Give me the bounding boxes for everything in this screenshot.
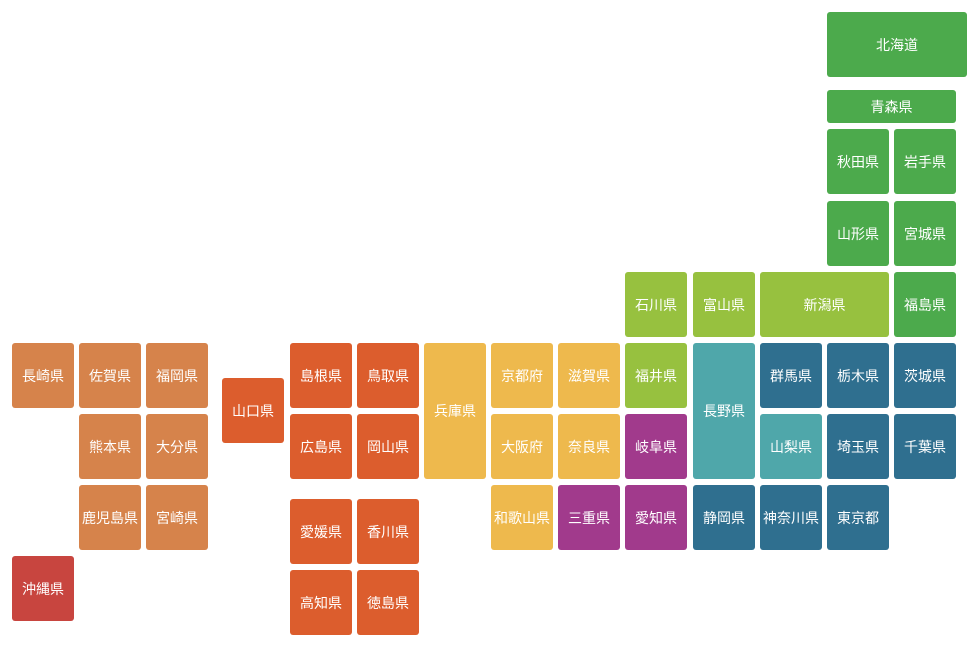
prefecture-tile: 大分県 [146,414,208,479]
prefecture-tile: 島根県 [290,343,352,408]
prefecture-tile: 愛知県 [625,485,687,550]
prefecture-tile: 岩手県 [894,129,956,194]
prefecture-tile: 福井県 [625,343,687,408]
prefecture-tile: 山口県 [222,378,284,443]
prefecture-tile: 長崎県 [12,343,74,408]
prefecture-tile: 滋賀県 [558,343,620,408]
prefecture-tile: 佐賀県 [79,343,141,408]
prefecture-tile: 宮城県 [894,201,956,266]
prefecture-tile: 秋田県 [827,129,889,194]
prefecture-tile: 徳島県 [357,570,419,635]
prefecture-tile: 広島県 [290,414,352,479]
prefecture-tile: 和歌山県 [491,485,553,550]
prefecture-tile: 栃木県 [827,343,889,408]
prefecture-tile: 神奈川県 [760,485,822,550]
prefecture-tile: 北海道 [827,12,967,77]
prefecture-tile: 石川県 [625,272,687,337]
prefecture-tile: 静岡県 [693,485,755,550]
prefecture-tile: 大阪府 [491,414,553,479]
prefecture-tile: 長野県 [693,343,755,479]
prefecture-tile: 奈良県 [558,414,620,479]
prefecture-tile: 埼玉県 [827,414,889,479]
prefecture-tile: 福岡県 [146,343,208,408]
prefecture-tile: 福島県 [894,272,956,337]
prefecture-tile: 富山県 [693,272,755,337]
prefecture-tile: 山梨県 [760,414,822,479]
prefecture-tile: 青森県 [827,90,956,123]
prefecture-tile: 熊本県 [79,414,141,479]
prefecture-tile: 宮崎県 [146,485,208,550]
prefecture-tile: 山形県 [827,201,889,266]
prefecture-tile: 愛媛県 [290,499,352,564]
prefecture-tile: 鳥取県 [357,343,419,408]
prefecture-tile: 新潟県 [760,272,889,337]
prefecture-tile: 京都府 [491,343,553,408]
prefecture-tile: 茨城県 [894,343,956,408]
prefecture-tile: 高知県 [290,570,352,635]
prefecture-tile: 千葉県 [894,414,956,479]
prefecture-tile: 岐阜県 [625,414,687,479]
prefecture-tile: 岡山県 [357,414,419,479]
prefecture-tile: 東京都 [827,485,889,550]
prefecture-tile: 群馬県 [760,343,822,408]
prefecture-tile: 三重県 [558,485,620,550]
prefecture-tile: 兵庫県 [424,343,486,479]
prefecture-tile: 沖縄県 [12,556,74,621]
prefecture-tile: 鹿児島県 [79,485,141,550]
prefecture-tile: 香川県 [357,499,419,564]
